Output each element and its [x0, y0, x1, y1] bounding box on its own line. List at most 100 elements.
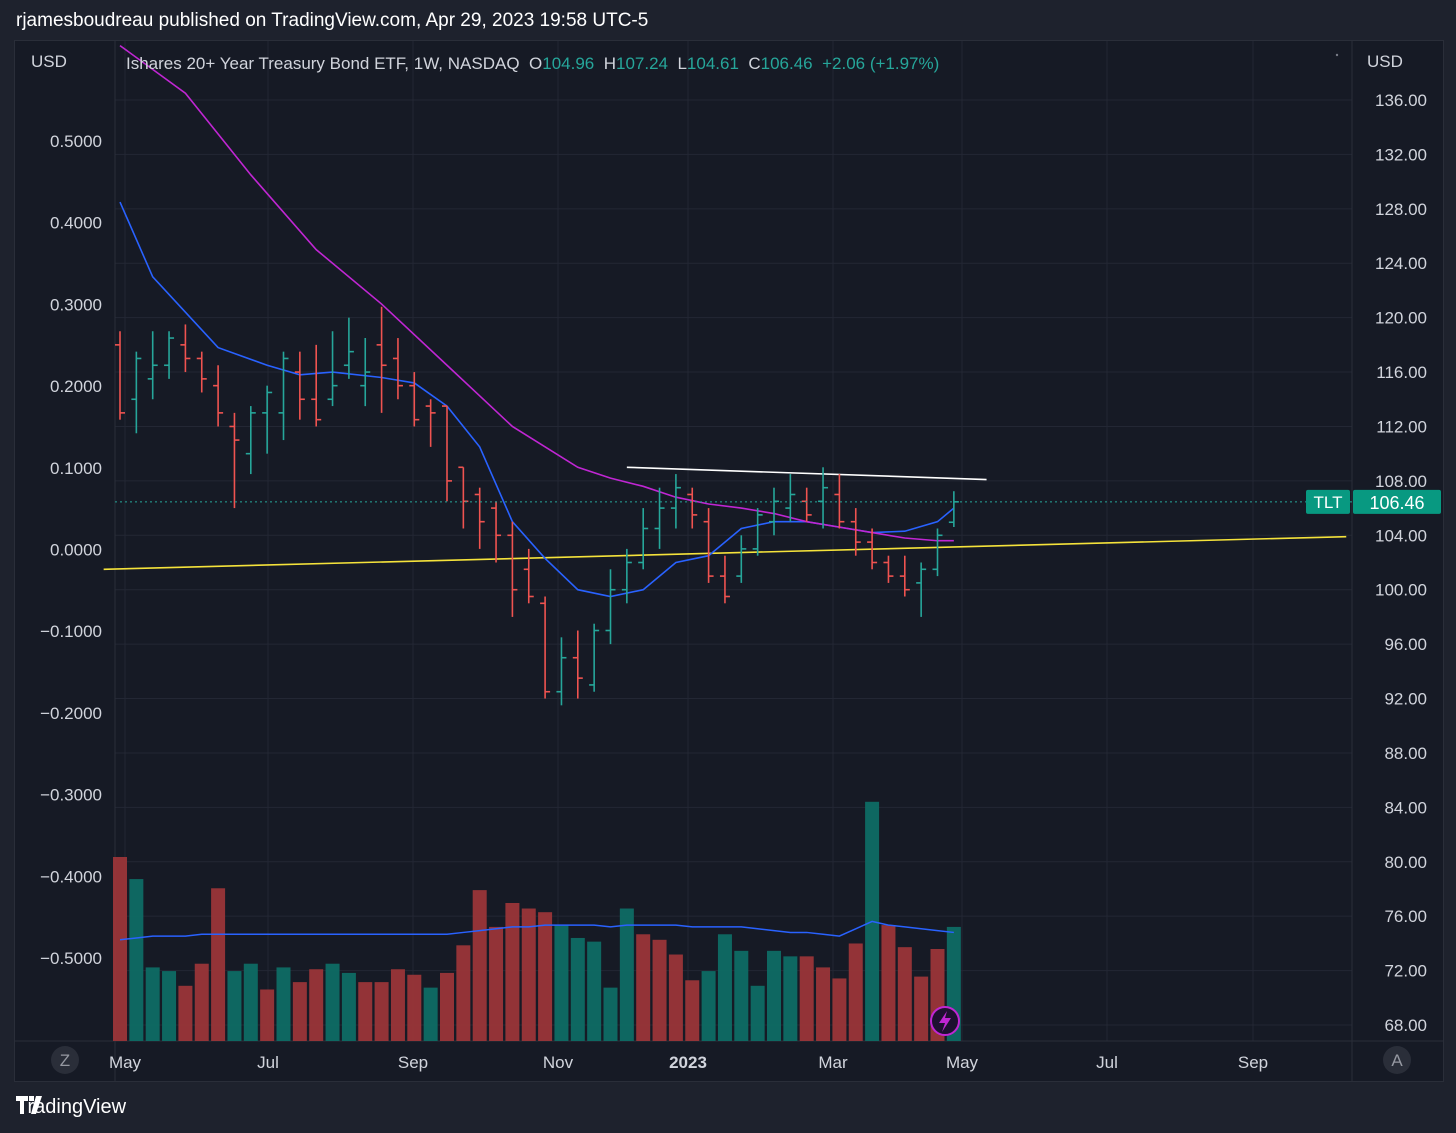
- ohlc-bar: [818, 467, 829, 529]
- volume-bar: [799, 956, 814, 1041]
- chart-frame[interactable]: USD 0.5000 0.4000 0.3000 0.2000 0.1000 0.0000 −…: [14, 40, 1444, 1082]
- volume-bar: [390, 969, 405, 1041]
- volume-bar: [783, 956, 798, 1041]
- volume-bar: [750, 985, 765, 1041]
- ohlc-bar: [769, 487, 779, 536]
- legend-high-label: H: [603, 54, 616, 73]
- volume-bar: [374, 982, 389, 1041]
- right-axis-tick: 108.00: [1375, 472, 1427, 491]
- auto-scale-left-button[interactable]: Z: [51, 1046, 79, 1074]
- ohlc-bar: [327, 331, 338, 407]
- ohlc-bar: [392, 338, 403, 400]
- ohlc-bar: [785, 474, 796, 522]
- price-badge-value: 106.46: [1369, 493, 1424, 513]
- volume-bar: [603, 987, 618, 1041]
- ohlc-bar: [409, 372, 420, 427]
- ohlc-bar: [115, 331, 125, 420]
- volume-bar: [636, 934, 651, 1041]
- left-axis-tick: 0.5000: [50, 132, 102, 151]
- tradingview-logo[interactable]: TradingView: [16, 1096, 126, 1119]
- ohlc-bar: [850, 508, 861, 556]
- volume-bar: [407, 974, 422, 1041]
- ohlc-bar: [229, 412, 240, 509]
- volume-bar: [211, 888, 226, 1041]
- volume-bar: [914, 976, 929, 1041]
- legend-low-label: L: [677, 54, 687, 73]
- tradingview-brand: TradingView: [16, 1096, 127, 1118]
- chart-canvas[interactable]: USD 0.5000 0.4000 0.3000 0.2000 0.1000 0.0000 −…: [15, 41, 1443, 1081]
- volume-bar: [767, 950, 781, 1041]
- corner-right-circle: [1383, 1046, 1411, 1074]
- chart-legend: Ishares 20+ Year Treasury Bond ETF, 1W, …: [126, 54, 939, 74]
- time-axis-tick: May: [946, 1053, 979, 1072]
- volume-bar: [178, 985, 193, 1041]
- volume-bar: [341, 972, 356, 1041]
- left-axis-tick: 0.0000: [50, 541, 102, 560]
- ohlc-bar: [425, 399, 436, 447]
- ohlc-bar: [736, 535, 747, 583]
- right-axis-tick: 92.00: [1384, 690, 1427, 709]
- volume-bar: [897, 947, 912, 1041]
- volume-bar: [162, 971, 177, 1041]
- left-axis-tick: −0.4000: [40, 867, 102, 886]
- volume-bar: [113, 857, 127, 1041]
- volume-bar: [440, 972, 454, 1041]
- time-axis-tick: Jul: [257, 1053, 279, 1072]
- ohlc-bar: [572, 630, 583, 699]
- volume-bar: [145, 967, 160, 1041]
- ohlc-bar: [376, 306, 387, 413]
- ohlc-bar: [474, 487, 485, 549]
- ohlc-bar: [948, 491, 959, 527]
- ohlc-bar: [343, 317, 354, 379]
- right-axis-tick: 80.00: [1384, 853, 1427, 872]
- right-axis-tick: 68.00: [1384, 1016, 1427, 1035]
- volume-bar: [194, 963, 209, 1041]
- legend-high: 107.24: [615, 54, 668, 73]
- volume-bar: [619, 908, 634, 1041]
- volume-bar: [521, 908, 536, 1041]
- ohlc-bar: [540, 596, 551, 699]
- right-axis-tick: 124.00: [1375, 254, 1427, 273]
- left-axis-tick: −0.5000: [40, 949, 102, 968]
- volume-bar: [587, 941, 602, 1041]
- auto-scale-right-button[interactable]: A: [1383, 1046, 1411, 1074]
- time-axis-tick: Sep: [1238, 1053, 1268, 1072]
- support-trendline: [103, 535, 1347, 571]
- ohlc-bar: [834, 474, 845, 529]
- time-axis-tick: 2023: [669, 1053, 707, 1072]
- publish-header: rjamesboudreau published on TradingView.…: [16, 10, 649, 31]
- volume-bar: [848, 943, 863, 1041]
- volume-bar: [816, 967, 831, 1041]
- ohlc-bar: [916, 562, 927, 617]
- legend-symbol: Ishares 20+ Year Treasury Bond ETF, 1W, …: [126, 54, 520, 73]
- time-axis-tick: Mar: [818, 1053, 848, 1072]
- ohlc-bar: [899, 555, 910, 597]
- volume-bar: [538, 912, 553, 1041]
- left-axis-tick: −0.1000: [40, 622, 102, 641]
- right-axis-tick: 120.00: [1375, 309, 1427, 328]
- corner-dot: [1335, 53, 1339, 57]
- ohlc-bar: [262, 385, 273, 454]
- left-axis-tick: 0.3000: [50, 295, 102, 314]
- legend-low: 104.61: [686, 54, 739, 73]
- event-marker-icon[interactable]: [930, 1006, 960, 1036]
- time-axis-tick: Sep: [398, 1053, 428, 1072]
- volume-bar: [260, 989, 275, 1041]
- ohlc-bar: [213, 365, 224, 427]
- ohlc-bar: [147, 331, 158, 400]
- price-badge-bg: [1353, 489, 1441, 514]
- volume-bar: [505, 903, 520, 1041]
- ohlc-bar: [867, 528, 878, 570]
- right-axis-tick: 128.00: [1375, 200, 1427, 219]
- time-axis-tick: Nov: [543, 1053, 574, 1072]
- volume-bar: [734, 950, 749, 1041]
- ohlc-bar: [523, 548, 534, 604]
- right-axis-tick: 112.00: [1376, 417, 1427, 436]
- right-axis-tick: 132.00: [1375, 145, 1427, 164]
- left-axis-unit: USD: [31, 52, 67, 71]
- right-axis-tick: 100.00: [1375, 581, 1427, 600]
- volume-bar: [227, 971, 242, 1041]
- ohlc-bar: [670, 474, 681, 529]
- volume-bar: [325, 963, 340, 1041]
- ohlc-bar: [196, 351, 207, 393]
